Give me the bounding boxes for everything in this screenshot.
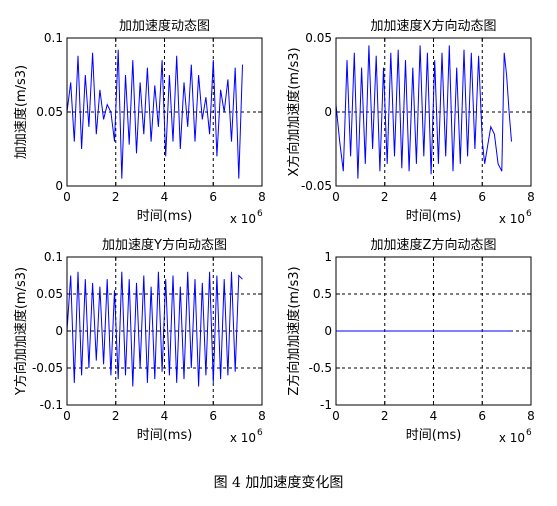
y-tick-label: -0.5 bbox=[309, 361, 332, 375]
x-axis-label: 时间(ms) bbox=[406, 209, 462, 224]
y-tick-label: -0.05 bbox=[32, 361, 63, 375]
x-multiplier-exponent: 6 bbox=[257, 209, 263, 219]
figure-caption: 图 4 加加速度变化图 bbox=[213, 475, 344, 491]
chart-title: 加加速度X方向动态图 bbox=[371, 18, 497, 34]
y-tick-label: 0.05 bbox=[305, 31, 332, 45]
y-tick-label: 0.1 bbox=[44, 31, 63, 45]
x-tick-label: 0 bbox=[63, 409, 71, 423]
y-tick-label: 1 bbox=[324, 250, 332, 264]
y-axis-label: Y方向加加速度(m/s3) bbox=[13, 267, 29, 396]
y-tick-label: 0 bbox=[324, 324, 332, 338]
chart-title: 加加速度动态图 bbox=[119, 18, 210, 34]
axes-box bbox=[66, 37, 263, 187]
y-tick-label: 0.05 bbox=[36, 287, 63, 301]
x-tick-label: 4 bbox=[430, 190, 438, 204]
x-tick-label: 2 bbox=[381, 409, 389, 423]
y-tick-label: 0 bbox=[324, 105, 332, 119]
x-tick-label: 2 bbox=[381, 190, 389, 204]
y-axis-label: 加加速度(m/s3) bbox=[13, 65, 29, 159]
axes-box bbox=[335, 256, 532, 406]
chart-title: 加加速度Z方向动态图 bbox=[371, 237, 497, 253]
x-tick-label: 2 bbox=[112, 409, 120, 423]
x-multiplier: x 10 bbox=[499, 212, 525, 226]
x-axis-label: 时间(ms) bbox=[137, 209, 193, 224]
x-multiplier: x 10 bbox=[230, 212, 256, 226]
x-tick-label: 4 bbox=[161, 190, 169, 204]
y-tick-label: -0.05 bbox=[301, 179, 332, 193]
axes-box bbox=[335, 37, 532, 187]
x-tick-label: 8 bbox=[527, 190, 535, 204]
x-axis-label: 时间(ms) bbox=[137, 428, 193, 443]
y-tick-label: 0 bbox=[55, 324, 63, 338]
y-tick-label: 0.1 bbox=[44, 250, 63, 264]
x-tick-label: 6 bbox=[478, 190, 486, 204]
x-tick-label: 4 bbox=[161, 409, 169, 423]
y-tick-label: -0.1 bbox=[40, 398, 63, 412]
y-tick-label: 0 bbox=[55, 179, 63, 193]
x-multiplier-exponent: 6 bbox=[526, 209, 532, 219]
chart-title: 加加速度Y方向动态图 bbox=[102, 237, 227, 253]
y-tick-label: 0.5 bbox=[313, 287, 332, 301]
y-axis-label: X方向加加速度(m/s3) bbox=[286, 47, 302, 176]
series-line bbox=[66, 49, 243, 179]
x-tick-label: 2 bbox=[112, 190, 120, 204]
x-tick-label: 6 bbox=[209, 190, 217, 204]
series-line bbox=[335, 45, 512, 179]
y-tick-label: 0.05 bbox=[36, 105, 63, 119]
x-axis-label: 时间(ms) bbox=[406, 428, 462, 443]
x-multiplier: x 10 bbox=[499, 431, 525, 445]
x-multiplier-exponent: 6 bbox=[526, 428, 532, 438]
x-tick-label: 0 bbox=[63, 190, 71, 204]
axes-box bbox=[66, 256, 263, 406]
x-tick-label: 6 bbox=[478, 409, 486, 423]
x-tick-label: 0 bbox=[332, 190, 340, 204]
y-tick-label: -1 bbox=[320, 398, 332, 412]
x-multiplier-exponent: 6 bbox=[257, 428, 263, 438]
x-tick-label: 8 bbox=[527, 409, 535, 423]
x-multiplier: x 10 bbox=[230, 431, 256, 445]
x-tick-label: 0 bbox=[332, 409, 340, 423]
x-tick-label: 4 bbox=[430, 409, 438, 423]
x-tick-label: 8 bbox=[258, 190, 266, 204]
y-axis-label: Z方向加加速度(m/s3) bbox=[286, 266, 302, 395]
x-tick-label: 6 bbox=[209, 409, 217, 423]
series-line bbox=[66, 271, 243, 387]
x-tick-label: 8 bbox=[258, 409, 266, 423]
